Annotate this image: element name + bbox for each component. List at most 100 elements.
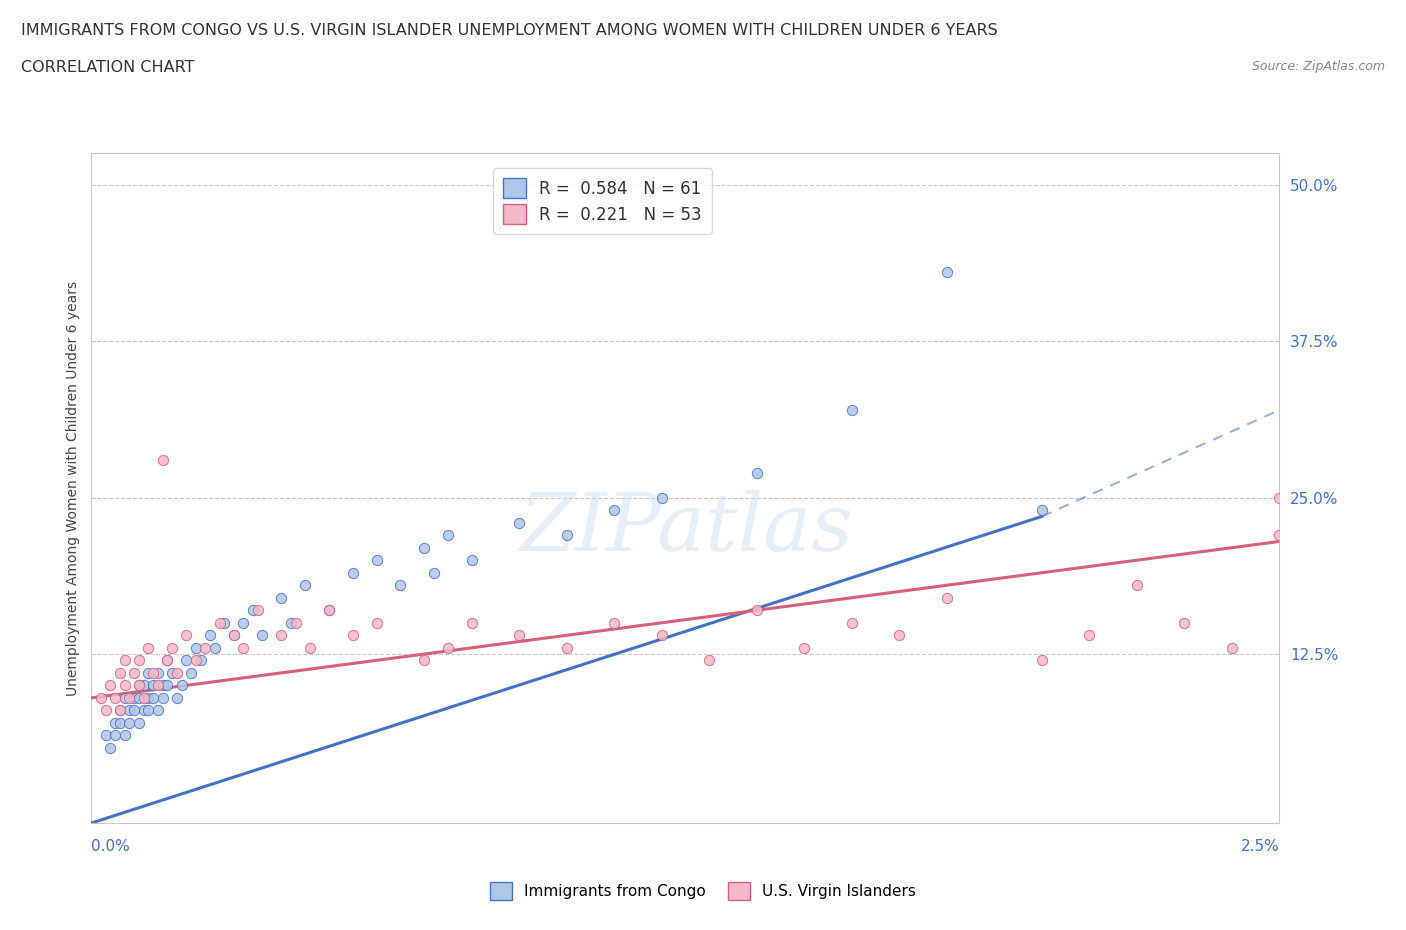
Point — [108, 703, 131, 718]
Point — [108, 715, 131, 730]
Point — [222, 628, 245, 643]
Point — [142, 666, 165, 681]
Point — [460, 552, 482, 567]
Point — [194, 641, 217, 656]
Point — [132, 690, 155, 705]
Point — [118, 703, 141, 718]
Point — [232, 616, 254, 631]
Y-axis label: Unemployment Among Women with Children Under 6 years: Unemployment Among Women with Children U… — [66, 281, 80, 696]
Point — [138, 703, 160, 718]
Point — [104, 715, 127, 730]
Point — [270, 628, 292, 643]
Point — [128, 678, 150, 693]
Point — [651, 490, 673, 505]
Point — [1126, 578, 1149, 592]
Point — [94, 728, 117, 743]
Point — [118, 690, 141, 705]
Point — [108, 703, 131, 718]
Point — [200, 628, 222, 643]
Point — [190, 653, 212, 668]
Point — [114, 653, 136, 668]
Text: 2.5%: 2.5% — [1240, 839, 1279, 854]
Point — [366, 616, 388, 631]
Point — [156, 653, 179, 668]
Point — [1031, 653, 1053, 668]
Point — [436, 527, 458, 542]
Point — [204, 641, 226, 656]
Point — [651, 628, 673, 643]
Text: IMMIGRANTS FROM CONGO VS U.S. VIRGIN ISLANDER UNEMPLOYMENT AMONG WOMEN WITH CHIL: IMMIGRANTS FROM CONGO VS U.S. VIRGIN ISL… — [21, 23, 998, 38]
Point — [152, 678, 174, 693]
Point — [114, 690, 136, 705]
Point — [1220, 641, 1243, 656]
Point — [508, 515, 530, 530]
Point — [166, 690, 188, 705]
Point — [90, 690, 112, 705]
Point — [156, 678, 179, 693]
Point — [156, 653, 179, 668]
Point — [94, 703, 117, 718]
Point — [603, 616, 626, 631]
Point — [1031, 503, 1053, 518]
Point — [252, 628, 274, 643]
Point — [793, 641, 815, 656]
Point — [280, 616, 302, 631]
Point — [222, 628, 245, 643]
Point — [138, 641, 160, 656]
Point — [128, 678, 150, 693]
Point — [184, 641, 207, 656]
Point — [342, 628, 364, 643]
Point — [104, 728, 127, 743]
Point — [214, 616, 236, 631]
Text: 0.0%: 0.0% — [91, 839, 131, 854]
Point — [841, 403, 863, 418]
Point — [413, 653, 436, 668]
Point — [935, 591, 957, 605]
Point — [170, 678, 193, 693]
Point — [146, 678, 169, 693]
Point — [208, 616, 231, 631]
Point — [152, 690, 174, 705]
Point — [122, 703, 145, 718]
Point — [284, 616, 307, 631]
Text: Source: ZipAtlas.com: Source: ZipAtlas.com — [1251, 60, 1385, 73]
Point — [160, 641, 183, 656]
Point — [935, 265, 957, 280]
Point — [166, 666, 188, 681]
Point — [176, 628, 198, 643]
Point — [555, 641, 578, 656]
Point — [242, 603, 264, 618]
Point — [603, 503, 626, 518]
Point — [132, 678, 155, 693]
Point — [555, 527, 578, 542]
Point — [128, 653, 150, 668]
Point — [128, 715, 150, 730]
Point — [118, 715, 141, 730]
Point — [122, 666, 145, 681]
Point — [1268, 490, 1291, 505]
Point — [180, 666, 202, 681]
Point — [270, 591, 292, 605]
Text: CORRELATION CHART: CORRELATION CHART — [21, 60, 194, 75]
Point — [146, 666, 169, 681]
Point — [114, 678, 136, 693]
Point — [176, 653, 198, 668]
Point — [1078, 628, 1101, 643]
Point — [697, 653, 720, 668]
Legend: Immigrants from Congo, U.S. Virgin Islanders: Immigrants from Congo, U.S. Virgin Islan… — [484, 876, 922, 906]
Point — [142, 690, 165, 705]
Point — [342, 565, 364, 580]
Point — [104, 690, 127, 705]
Point — [114, 728, 136, 743]
Point — [294, 578, 316, 592]
Point — [138, 666, 160, 681]
Point — [152, 453, 174, 468]
Point — [745, 465, 768, 480]
Point — [318, 603, 340, 618]
Point — [100, 678, 122, 693]
Point — [122, 690, 145, 705]
Legend: R =  0.584   N = 61, R =  0.221   N = 53: R = 0.584 N = 61, R = 0.221 N = 53 — [492, 168, 711, 233]
Point — [132, 703, 155, 718]
Point — [889, 628, 911, 643]
Point — [138, 690, 160, 705]
